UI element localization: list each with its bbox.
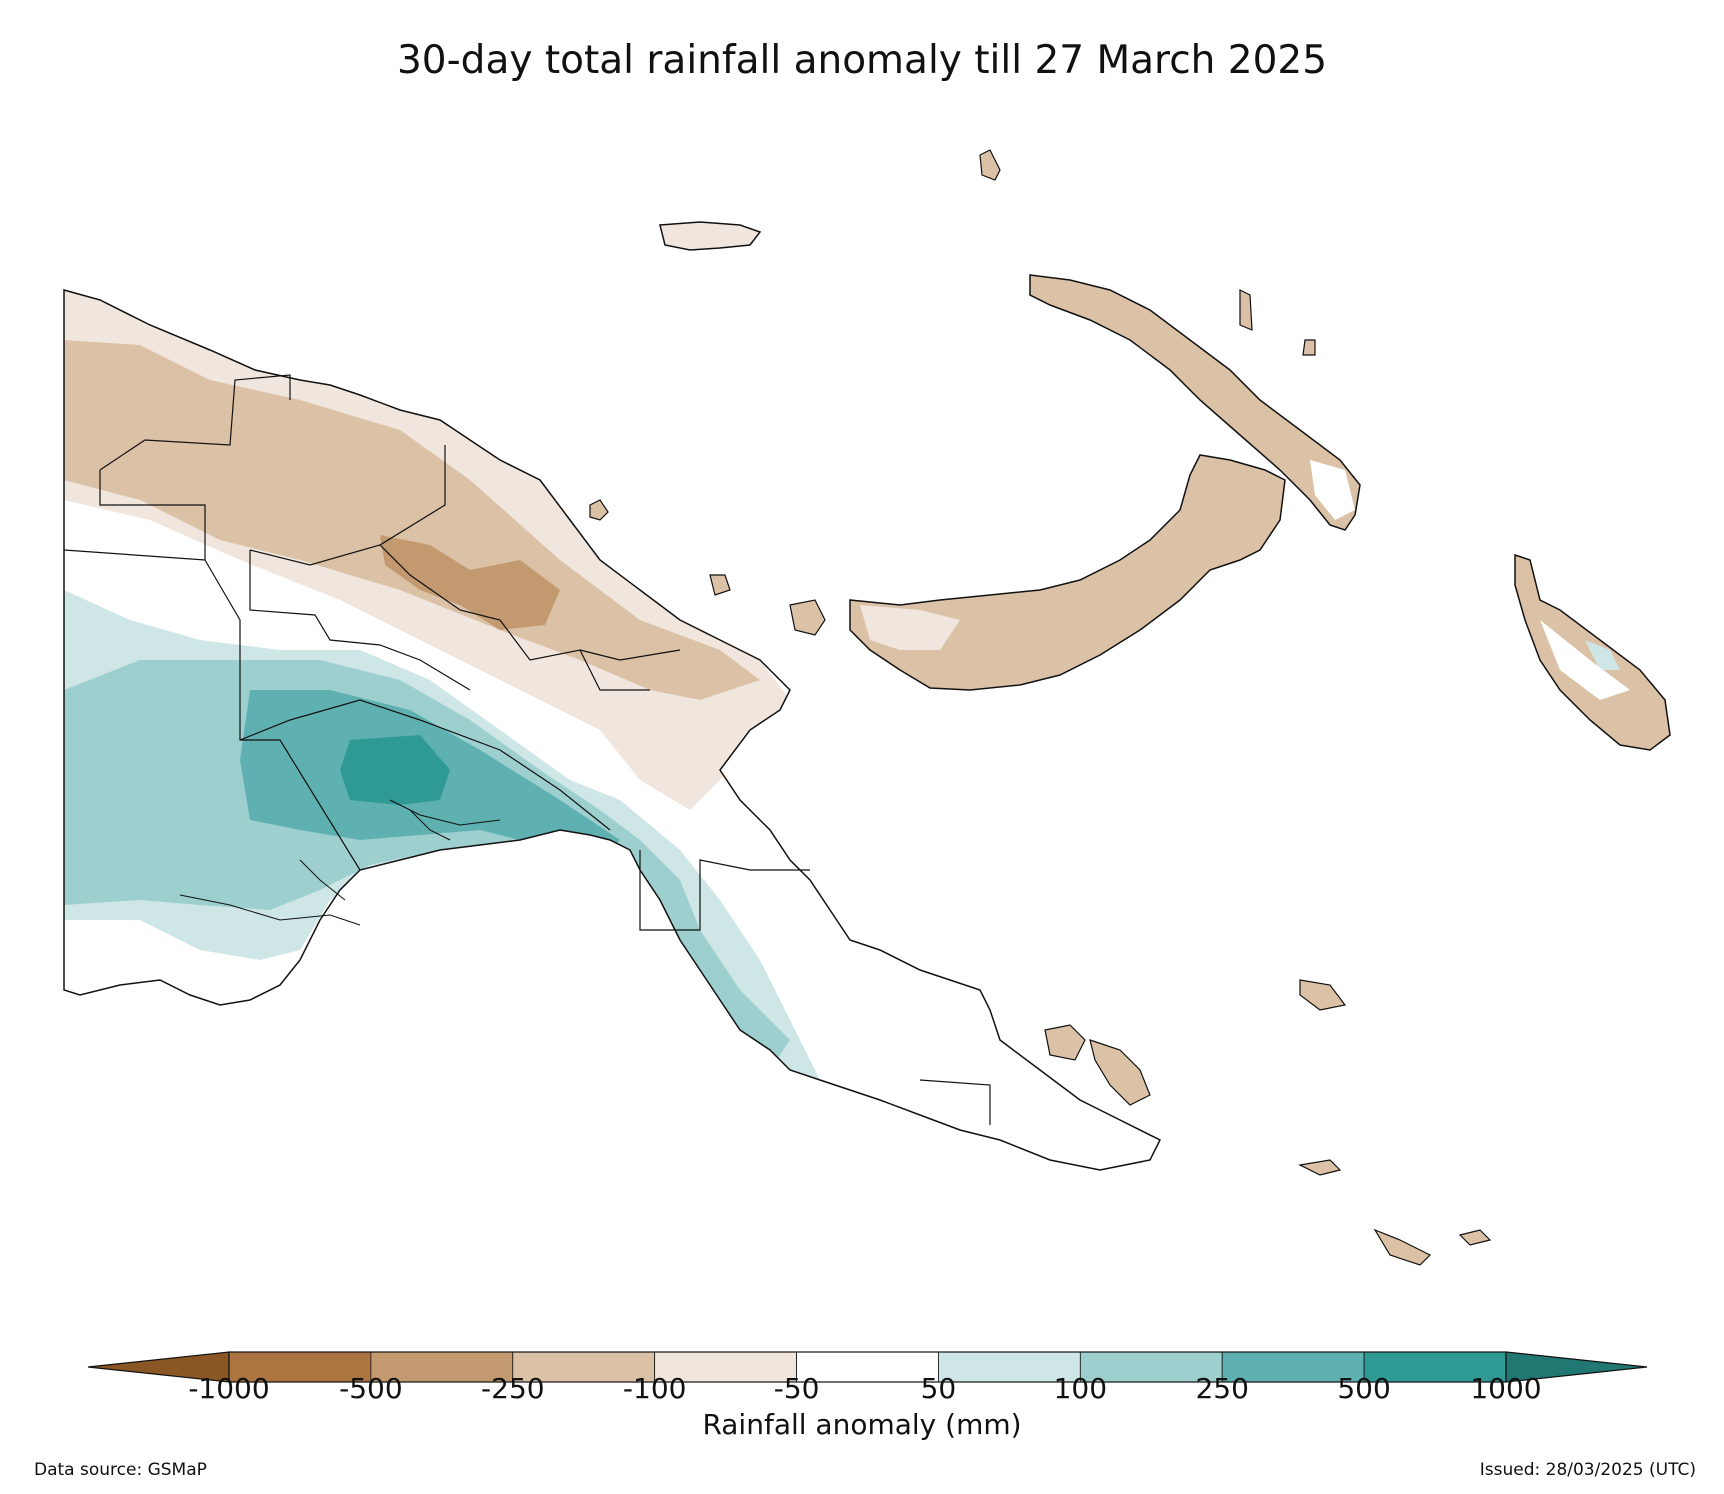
- island-fill: [1029, 274, 1361, 531]
- island-fill: [1089, 1039, 1151, 1106]
- province-border: [919, 1079, 991, 1125]
- colorbar-tick: 50: [920, 1372, 957, 1405]
- colorbar-label: Rainfall anomaly (mm): [702, 1408, 1022, 1441]
- island-fill: [1298, 1159, 1342, 1176]
- province-border: [639, 850, 810, 931]
- island-fill: [1299, 979, 1347, 1011]
- river-delta: [179, 799, 501, 926]
- colorbar-tick: 500: [1337, 1372, 1391, 1405]
- new-ireland-island: [1029, 274, 1361, 531]
- island-fill: [1239, 289, 1253, 331]
- colorbar-tick: 250: [1195, 1372, 1249, 1405]
- colorbar-tick: -50: [773, 1372, 820, 1405]
- small-islands: [589, 149, 1492, 1266]
- colorbar: [87, 1351, 1648, 1383]
- island-light-patch: [860, 605, 960, 650]
- province-border: [249, 550, 471, 691]
- manus-island: [659, 221, 762, 251]
- island-fill: [659, 221, 762, 251]
- colorbar-tick: -500: [339, 1372, 403, 1405]
- province-border: [99, 374, 291, 471]
- island-light-patch: [1310, 460, 1355, 520]
- island-fill: [709, 574, 731, 596]
- dry-moderate-zone-north: [64, 340, 760, 700]
- island-fill: [979, 149, 1001, 181]
- issued-date: Issued: 28/03/2025 (UTC): [1479, 1460, 1696, 1480]
- bougainville-island: [1514, 553, 1671, 751]
- province-border: [579, 649, 681, 661]
- mainland-coastline: [63, 289, 1162, 1171]
- island-fill: [789, 599, 826, 636]
- colorbar-tick: -1000: [188, 1372, 270, 1405]
- mainland-new-guinea: [63, 289, 1162, 1171]
- island-fill: [1302, 339, 1316, 356]
- province-border: [379, 544, 650, 691]
- province-border: [63, 470, 206, 561]
- island-fill: [1373, 1228, 1432, 1266]
- province-borders: [63, 374, 991, 1125]
- colorbar-outline: [228, 1351, 1507, 1383]
- new-britain-island: [849, 454, 1286, 691]
- island-fill: [1458, 1229, 1492, 1246]
- island-wet-patch: [1585, 640, 1620, 670]
- colorbar-tick: 1000: [1470, 1372, 1542, 1405]
- dry-strong-zone-north: [380, 535, 560, 630]
- colorbar-tick: -100: [622, 1372, 687, 1405]
- colorbar-segments: [228, 1351, 1507, 1383]
- data-source: Data source: GSMaP: [34, 1460, 207, 1480]
- colorbar-segment: [1079, 1351, 1223, 1383]
- island-fill: [589, 499, 609, 521]
- island-fill: [1044, 1024, 1086, 1061]
- wet-extreme-zone-south: [340, 735, 450, 805]
- colorbar-tick: -250: [481, 1372, 545, 1405]
- map-title: 30-day total rainfall anomaly till 27 Ma…: [396, 38, 1328, 83]
- island-fill: [849, 454, 1286, 691]
- colorbar-segment: [512, 1351, 656, 1383]
- province-border: [239, 699, 611, 831]
- island-light-patch: [1540, 620, 1630, 700]
- colorbar-tick: 100: [1053, 1372, 1108, 1405]
